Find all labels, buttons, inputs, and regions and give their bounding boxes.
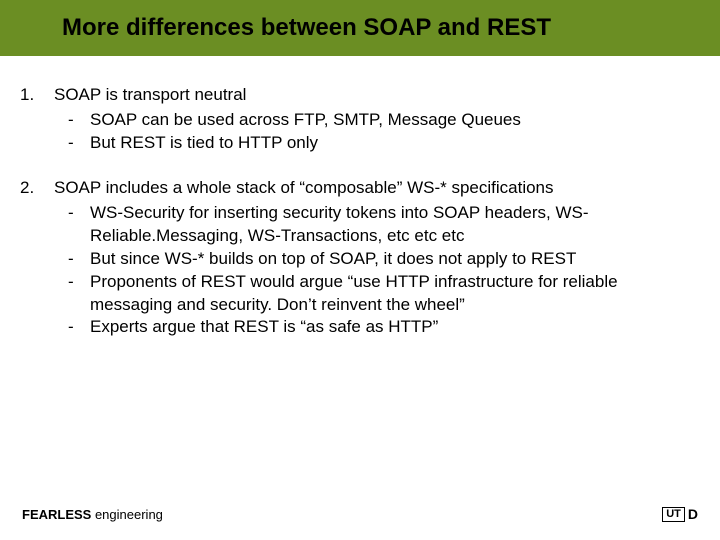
- item-heading: SOAP includes a whole stack of “composab…: [54, 177, 700, 200]
- item-number: 1.: [20, 84, 54, 155]
- title-bar: More differences between SOAP and REST: [0, 0, 720, 56]
- sub-text: SOAP can be used across FTP, SMTP, Messa…: [90, 109, 700, 132]
- sub-item: - Proponents of REST would argue “use HT…: [68, 271, 700, 317]
- sub-list: - SOAP can be used across FTP, SMTP, Mes…: [54, 109, 700, 155]
- dash-icon: -: [68, 316, 90, 339]
- list-item: 1. SOAP is transport neutral - SOAP can …: [20, 84, 700, 155]
- dash-icon: -: [68, 109, 90, 132]
- sub-item: - WS-Security for inserting security tok…: [68, 202, 700, 248]
- sub-text: But since WS-* builds on top of SOAP, it…: [90, 248, 700, 271]
- dash-icon: -: [68, 132, 90, 155]
- dash-icon: -: [68, 248, 90, 271]
- sub-text: But REST is tied to HTTP only: [90, 132, 700, 155]
- item-body: SOAP includes a whole stack of “composab…: [54, 177, 700, 340]
- footer-text: FEARLESS engineering: [22, 507, 163, 522]
- slide-title: More differences between SOAP and REST: [62, 14, 551, 42]
- logo-ut-icon: UT: [662, 507, 685, 522]
- sub-item: - Experts argue that REST is “as safe as…: [68, 316, 700, 339]
- dash-icon: -: [68, 202, 90, 248]
- sub-text: WS-Security for inserting security token…: [90, 202, 700, 248]
- sub-text: Proponents of REST would argue “use HTTP…: [90, 271, 700, 317]
- sub-item: - But REST is tied to HTTP only: [68, 132, 700, 155]
- list-item: 2. SOAP includes a whole stack of “compo…: [20, 177, 700, 340]
- item-heading: SOAP is transport neutral: [54, 84, 700, 107]
- item-number: 2.: [20, 177, 54, 340]
- utd-logo: UT D: [662, 506, 698, 522]
- sub-text: Experts argue that REST is “as safe as H…: [90, 316, 700, 339]
- sub-item: - But since WS-* builds on top of SOAP, …: [68, 248, 700, 271]
- footer-bold: FEARLESS: [22, 507, 91, 522]
- sub-item: - SOAP can be used across FTP, SMTP, Mes…: [68, 109, 700, 132]
- item-body: SOAP is transport neutral - SOAP can be …: [54, 84, 700, 155]
- dash-icon: -: [68, 271, 90, 317]
- sub-list: - WS-Security for inserting security tok…: [54, 202, 700, 340]
- footer-rest: engineering: [91, 507, 163, 522]
- content-area: 1. SOAP is transport neutral - SOAP can …: [0, 56, 720, 339]
- footer: FEARLESS engineering UT D: [22, 506, 698, 522]
- logo-d-icon: D: [688, 506, 698, 522]
